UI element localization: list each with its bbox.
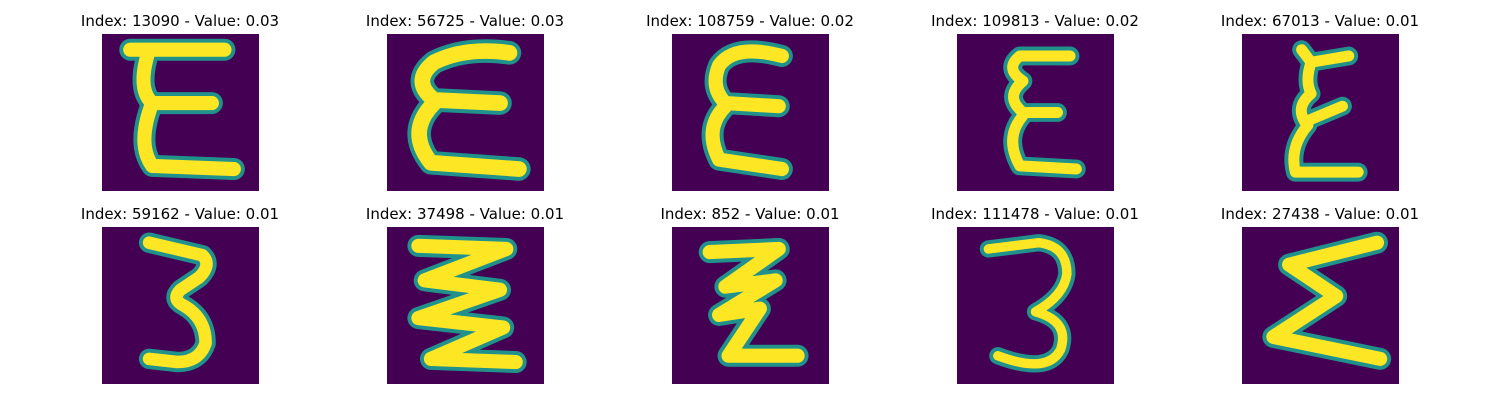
panel-title: Index: 67013 - Value: 0.01 [1220, 12, 1420, 30]
digit-image [102, 34, 259, 191]
epsilon-glyph [1003, 46, 1086, 179]
sigma-glyph [1262, 231, 1392, 370]
panel-title: Index: 56725 - Value: 0.03 [365, 12, 565, 30]
panel-title: Index: 108759 - Value: 0.02 [646, 12, 854, 30]
image-panel: Index: 13090 - Value: 0.03 [30, 12, 330, 202]
epsilon-glyph [701, 40, 793, 181]
digit-image [387, 227, 544, 384]
three-glyph [138, 232, 217, 373]
epsilon-glyph [1284, 40, 1368, 182]
digit-image [1242, 34, 1399, 191]
digit-image [102, 227, 259, 384]
three-glyph [979, 234, 1076, 373]
panel-title: Index: 59162 - Value: 0.01 [80, 205, 280, 223]
image-panel: Index: 56725 - Value: 0.03 [315, 12, 615, 202]
digit-image [672, 227, 829, 384]
digit-image [957, 34, 1114, 191]
digit-image [957, 227, 1114, 384]
image-panel: Index: 111478 - Value: 0.01 [885, 205, 1185, 395]
zigzag-glyph [698, 237, 809, 367]
image-panel: Index: 37498 - Value: 0.01 [315, 205, 615, 395]
epsilon-glyph [407, 39, 531, 181]
image-panel: Index: 59162 - Value: 0.01 [30, 205, 330, 395]
image-panel: Index: 108759 - Value: 0.02 [600, 12, 900, 202]
epsilon-glyph [119, 38, 245, 181]
panel-title: Index: 37498 - Value: 0.01 [365, 205, 565, 223]
panel-title: Index: 13090 - Value: 0.03 [80, 12, 280, 30]
panel-title: Index: 27438 - Value: 0.01 [1220, 205, 1420, 223]
panel-title: Index: 852 - Value: 0.01 [660, 205, 840, 223]
image-panel: Index: 27438 - Value: 0.01 [1170, 205, 1470, 395]
digit-image [387, 34, 544, 191]
image-panel: Index: 67013 - Value: 0.01 [1170, 12, 1470, 202]
image-panel: Index: 109813 - Value: 0.02 [885, 12, 1185, 202]
digit-image [672, 34, 829, 191]
panel-title: Index: 109813 - Value: 0.02 [931, 12, 1139, 30]
digit-image [1242, 227, 1399, 384]
panel-title: Index: 111478 - Value: 0.01 [931, 205, 1139, 223]
zigzag-glyph [407, 234, 527, 374]
image-panel: Index: 852 - Value: 0.01 [600, 205, 900, 395]
